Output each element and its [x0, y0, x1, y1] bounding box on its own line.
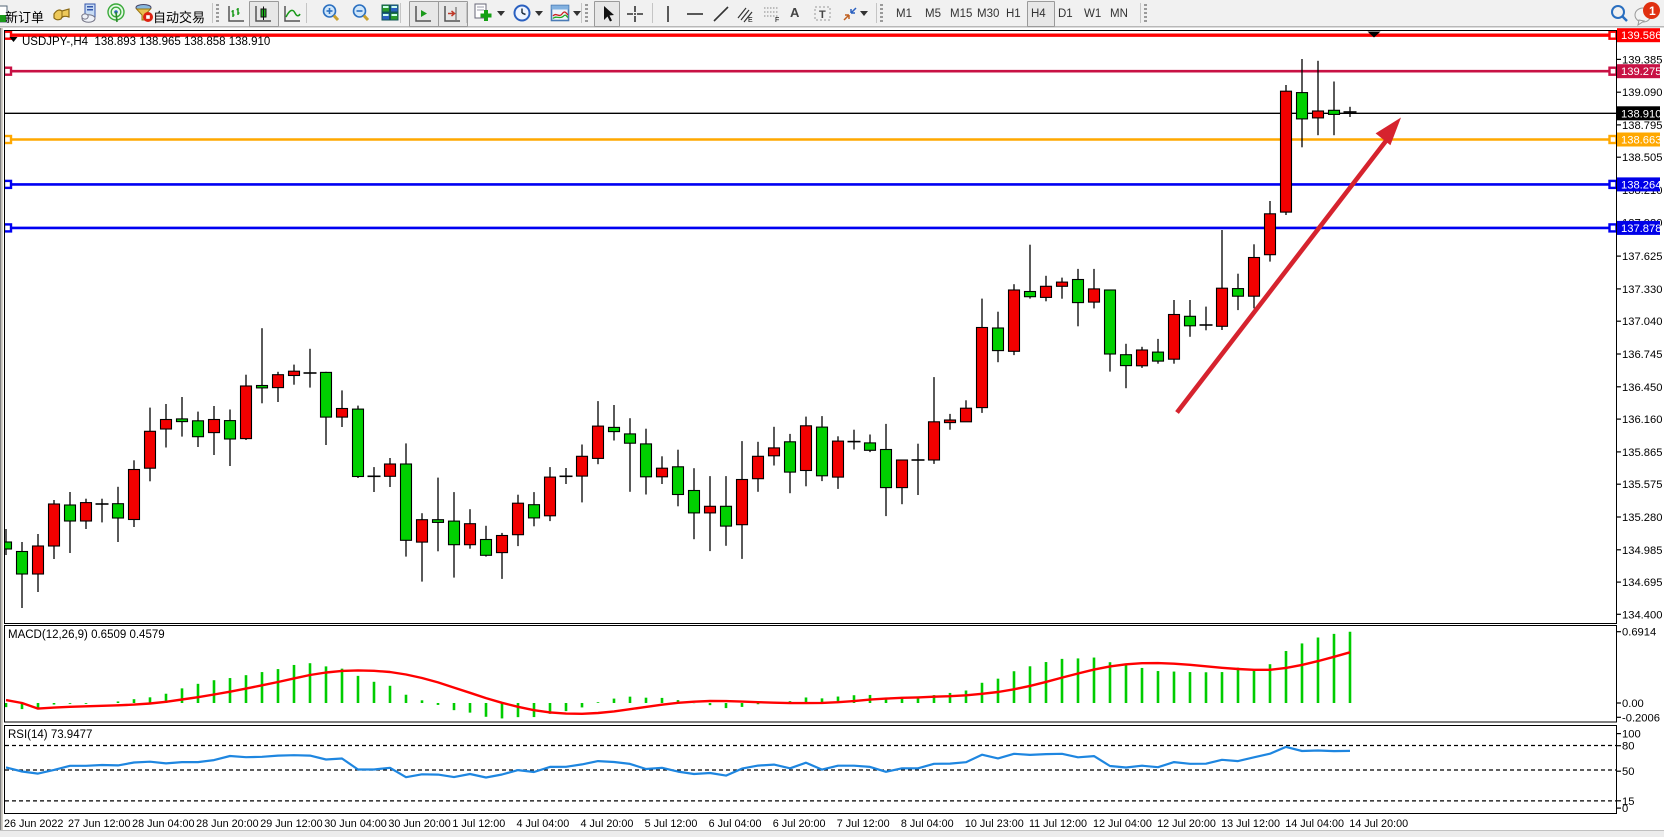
- svg-text:135.865: 135.865: [1622, 447, 1662, 459]
- svg-text:138.663: 138.663: [1621, 135, 1661, 147]
- svg-text:12 Jul 20:00: 12 Jul 20:00: [1157, 818, 1216, 830]
- svg-text:4 Jul 04:00: 4 Jul 04:00: [516, 818, 569, 830]
- svg-text:30 Jun 04:00: 30 Jun 04:00: [324, 818, 386, 830]
- svg-text:139.275: 139.275: [1621, 66, 1661, 78]
- svg-text:4 Jul 20:00: 4 Jul 20:00: [581, 818, 634, 830]
- svg-text:100: 100: [1622, 729, 1641, 741]
- svg-text:28 Jun 04:00: 28 Jun 04:00: [132, 818, 194, 830]
- svg-text:137.878: 137.878: [1621, 223, 1661, 235]
- svg-text:29 Jun 12:00: 29 Jun 12:00: [260, 818, 322, 830]
- svg-text:13 Jul 12:00: 13 Jul 12:00: [1221, 818, 1280, 830]
- svg-text:15: 15: [1622, 796, 1634, 808]
- svg-text:134.695: 134.695: [1622, 577, 1662, 589]
- svg-text:0.6914: 0.6914: [1622, 627, 1656, 639]
- svg-text:RSI(14) 73.9477: RSI(14) 73.9477: [8, 729, 92, 741]
- svg-text:137.330: 137.330: [1622, 284, 1662, 296]
- svg-text:135.280: 135.280: [1622, 512, 1662, 524]
- svg-text:50: 50: [1622, 766, 1634, 778]
- svg-text:26 Jun 2022: 26 Jun 2022: [4, 818, 63, 830]
- svg-text:USDJPY-,H4 138.893 138.965 13: USDJPY-,H4 138.893 138.965 138.858 138.9…: [22, 36, 270, 48]
- svg-text:136.450: 136.450: [1622, 382, 1662, 394]
- svg-text:-0.2006: -0.2006: [1622, 712, 1660, 724]
- svg-text:136.745: 136.745: [1622, 349, 1662, 361]
- svg-text:135.575: 135.575: [1622, 479, 1662, 491]
- svg-text:30 Jun 20:00: 30 Jun 20:00: [388, 818, 450, 830]
- svg-text:14 Jul 20:00: 14 Jul 20:00: [1349, 818, 1408, 830]
- svg-text:139.090: 139.090: [1622, 87, 1662, 99]
- svg-text:5 Jul 12:00: 5 Jul 12:00: [645, 818, 698, 830]
- svg-text:27 Jun 12:00: 27 Jun 12:00: [68, 818, 130, 830]
- svg-text:138.795: 138.795: [1622, 120, 1662, 132]
- svg-text:138.505: 138.505: [1622, 152, 1662, 164]
- svg-text:0.00: 0.00: [1622, 698, 1644, 710]
- svg-text:14 Jul 04:00: 14 Jul 04:00: [1285, 818, 1344, 830]
- svg-text:10 Jul 23:00: 10 Jul 23:00: [965, 818, 1024, 830]
- svg-text:138.264: 138.264: [1621, 179, 1661, 191]
- svg-text:8 Jul 04:00: 8 Jul 04:00: [901, 818, 954, 830]
- svg-text:138.910: 138.910: [1621, 108, 1661, 120]
- svg-text:11 Jul 12:00: 11 Jul 12:00: [1029, 818, 1087, 830]
- svg-text:F: F: [775, 17, 779, 24]
- svg-text:80: 80: [1622, 741, 1634, 753]
- svg-text:0: 0: [1622, 803, 1628, 815]
- svg-text:136.160: 136.160: [1622, 414, 1662, 426]
- svg-text:134.985: 134.985: [1622, 545, 1662, 557]
- svg-text:E: E: [748, 17, 753, 24]
- svg-text:137.625: 137.625: [1622, 251, 1662, 263]
- svg-text:139.586: 139.586: [1621, 30, 1661, 42]
- svg-text:28 Jun 20:00: 28 Jun 20:00: [196, 818, 258, 830]
- svg-text:6 Jul 04:00: 6 Jul 04:00: [709, 818, 762, 830]
- svg-text:1 Jul 12:00: 1 Jul 12:00: [452, 818, 505, 830]
- svg-text:134.400: 134.400: [1622, 609, 1662, 621]
- svg-text:7 Jul 12:00: 7 Jul 12:00: [837, 818, 890, 830]
- svg-text:139.385: 139.385: [1622, 54, 1662, 66]
- svg-text:137.040: 137.040: [1622, 316, 1662, 328]
- svg-text:12 Jul 04:00: 12 Jul 04:00: [1093, 818, 1152, 830]
- svg-text:MACD(12,26,9) 0.6509 0.4579: MACD(12,26,9) 0.6509 0.4579: [8, 629, 165, 641]
- svg-text:T: T: [819, 9, 826, 21]
- svg-text:6 Jul 20:00: 6 Jul 20:00: [773, 818, 826, 830]
